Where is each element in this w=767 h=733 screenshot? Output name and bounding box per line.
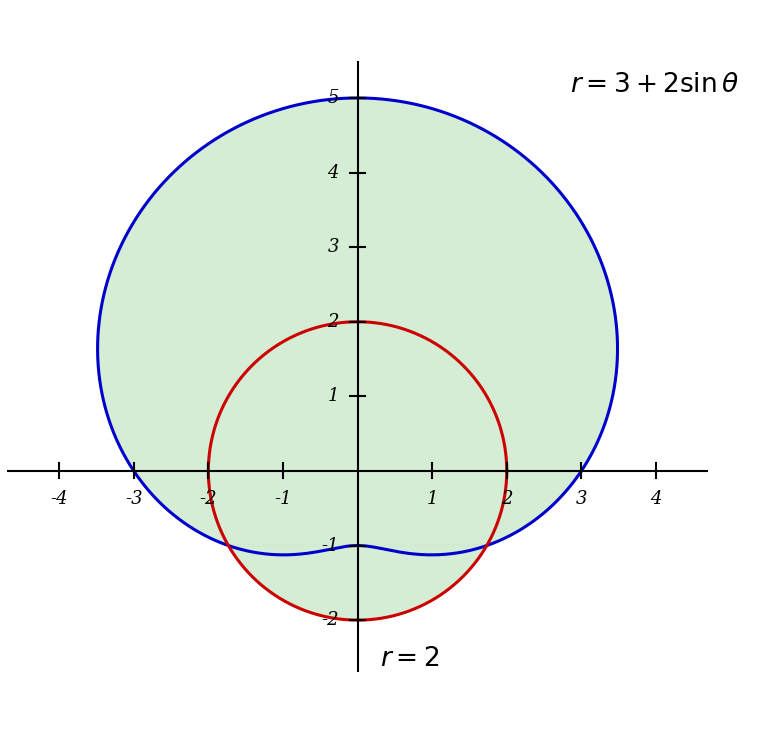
Text: 4: 4 (328, 163, 339, 182)
Polygon shape (97, 98, 617, 620)
Text: 2: 2 (328, 313, 339, 331)
Text: -3: -3 (125, 490, 143, 507)
Text: 2: 2 (501, 490, 512, 507)
Text: 4: 4 (650, 490, 662, 507)
Text: -1: -1 (321, 537, 339, 555)
Text: -4: -4 (51, 490, 68, 507)
Text: -2: -2 (321, 611, 339, 629)
Text: -1: -1 (274, 490, 291, 507)
Text: 3: 3 (575, 490, 587, 507)
Text: 1: 1 (328, 387, 339, 405)
Text: -2: -2 (199, 490, 217, 507)
Text: 5: 5 (328, 89, 339, 107)
Text: 1: 1 (426, 490, 438, 507)
Text: $r = 2$: $r = 2$ (380, 647, 439, 671)
Text: 3: 3 (328, 238, 339, 256)
Text: $r = 3 + 2\sin\theta$: $r = 3 + 2\sin\theta$ (570, 72, 739, 97)
